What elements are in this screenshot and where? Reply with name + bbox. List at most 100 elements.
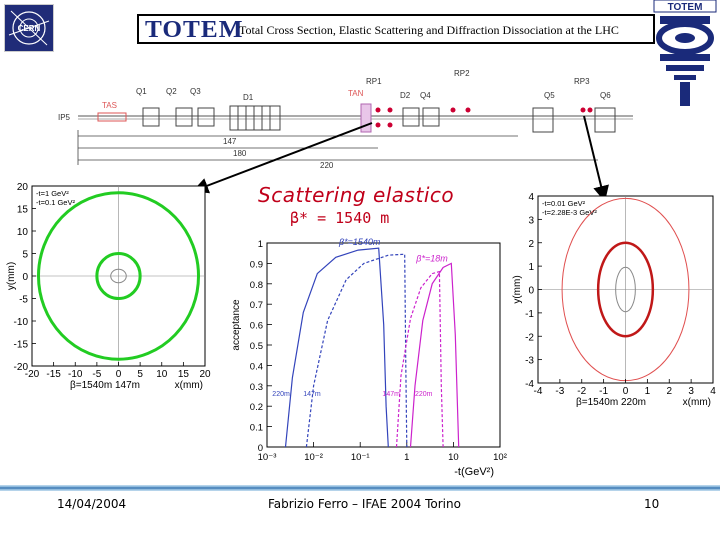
x-tick-label: -2 bbox=[577, 386, 586, 397]
acceptance-plot: 0 0.1 0.2 0.3 0.4 0.5 0.6 0.7 0.8 0.9 1 10⁻³ 10⁻² 10⁻… bbox=[231, 237, 507, 478]
label-d1: D1 bbox=[243, 93, 254, 102]
y-tick-label: -5 bbox=[19, 295, 28, 306]
y-tick-label: 0.1 bbox=[250, 423, 263, 434]
slide-title: Scattering elastico bbox=[258, 183, 455, 207]
label-tas: TAS bbox=[102, 101, 117, 110]
x-axis-label: x(mm) bbox=[683, 397, 711, 408]
legend-entry: -t=0.1 GeV² bbox=[36, 198, 75, 207]
beamline-diagram: IP5 Q1 Q2 Q3 TAS D1 TAN D2 Q4 Q5 Q6 RP1 … bbox=[58, 70, 633, 170]
series-label-3: 220m bbox=[415, 391, 433, 398]
y-tick-label: 0 bbox=[528, 286, 534, 297]
totem-logo: TOTEM bbox=[653, 0, 717, 106]
y-tick-label: 0.8 bbox=[250, 280, 263, 291]
x-tick-label: 0 bbox=[623, 386, 629, 397]
y-tick-label: -1 bbox=[525, 309, 534, 320]
y-tick-label: 0.6 bbox=[250, 321, 263, 332]
label-rp3: RP3 bbox=[574, 77, 590, 86]
series-line-1 bbox=[305, 253, 408, 448]
series-label-2: 147m bbox=[382, 391, 400, 398]
distance-180: 180 bbox=[233, 149, 247, 158]
page-number: 10 bbox=[644, 497, 660, 511]
y-tick-label: 3 bbox=[528, 215, 534, 226]
x-tick-label: 10 bbox=[156, 369, 168, 380]
label-q6: Q6 bbox=[600, 91, 611, 100]
footer-date: 14/04/2004 bbox=[57, 497, 127, 511]
x-tick-label: -15 bbox=[46, 369, 61, 380]
right-hitmap-plot: -4 -3 -2 -1 0 1 2 3 4 4 3 2 1 0 -1 -2 -3 -4 y(mm) x(mm) β=15… bbox=[512, 192, 716, 408]
beamline-ip-label: IP5 bbox=[58, 113, 71, 122]
ring-2 bbox=[615, 266, 636, 313]
y-tick-label: 0.3 bbox=[250, 382, 263, 393]
x-axis-label: x(mm) bbox=[175, 380, 203, 391]
left-hitmap-plot: -20 -15 -10 -5 0 5 10 15 20 20 15 10 5 0 -5 -10 -15 -20 y(… bbox=[6, 182, 211, 391]
y-axis-label: acceptance bbox=[231, 299, 242, 351]
x-tick-label: -3 bbox=[555, 386, 564, 397]
y-tick-label: 0 bbox=[258, 443, 263, 454]
x-tick-label: 2 bbox=[666, 386, 672, 397]
y-tick-label: -10 bbox=[14, 317, 29, 328]
beta-label: β* = 1540 m bbox=[290, 209, 390, 227]
y-tick-label: 1 bbox=[528, 262, 534, 273]
legend-entry: -t=1 GeV² bbox=[36, 189, 69, 198]
ring-1 bbox=[596, 241, 655, 338]
ring-0 bbox=[36, 191, 201, 361]
label-q4: Q4 bbox=[420, 91, 431, 100]
x-tick-label: 5 bbox=[137, 369, 143, 380]
x-tick-label: -4 bbox=[534, 386, 543, 397]
y-tick-label: 2 bbox=[528, 239, 534, 250]
y-axis-label: y(mm) bbox=[6, 262, 17, 290]
distance-220: 220 bbox=[320, 161, 334, 170]
x-tick-label: 1 bbox=[645, 386, 651, 397]
plot-frame bbox=[266, 242, 501, 448]
series-label-1: 147m bbox=[303, 391, 321, 398]
totem-wordmark: TOTEM bbox=[145, 17, 244, 43]
series-line-0 bbox=[284, 247, 389, 448]
x-tick-label: 10⁻³ bbox=[258, 452, 277, 463]
footer-divider bbox=[0, 485, 720, 491]
x-tick-label: 3 bbox=[688, 386, 694, 397]
label-q3: Q3 bbox=[190, 87, 201, 96]
y-tick-label: -20 bbox=[14, 362, 29, 373]
x-tick-label: -10 bbox=[68, 369, 83, 380]
totem-logo-text: TOTEM bbox=[668, 2, 703, 13]
y-tick-label: 0.9 bbox=[250, 259, 263, 270]
y-tick-label: 0.7 bbox=[250, 300, 263, 311]
label-d2: D2 bbox=[400, 91, 411, 100]
cern-logo-text: CERN bbox=[18, 24, 41, 33]
annotation-beta1540: β*=1540m bbox=[338, 237, 381, 247]
ring-2 bbox=[110, 268, 127, 284]
label-rp1: RP1 bbox=[366, 77, 382, 86]
x-tick-label: 10⁻¹ bbox=[351, 452, 370, 463]
x-tick-label: -20 bbox=[25, 369, 40, 380]
label-q2: Q2 bbox=[166, 87, 177, 96]
x-tick-label: 4 bbox=[710, 386, 716, 397]
x-tick-label: -1 bbox=[599, 386, 608, 397]
distance-147: 147 bbox=[223, 137, 237, 146]
x-tick-label: 10 bbox=[448, 452, 459, 463]
legend-entry: -t=0.01 GeV² bbox=[542, 199, 586, 208]
plot-footnote: β=1540m 220m bbox=[576, 397, 646, 408]
x-tick-label: 0 bbox=[116, 369, 122, 380]
x-tick-label: 10² bbox=[493, 452, 507, 463]
footer-author: Fabrizio Ferro – IFAE 2004 Torino bbox=[268, 497, 461, 511]
x-tick-label: 15 bbox=[178, 369, 190, 380]
y-tick-label: -4 bbox=[525, 379, 534, 390]
series-line-2 bbox=[395, 270, 444, 448]
x-tick-label: 20 bbox=[199, 369, 211, 380]
label-rp2: RP2 bbox=[454, 70, 470, 78]
series-label-0: 220m bbox=[272, 391, 290, 398]
plot-footnote: β=1540m 147m bbox=[70, 380, 140, 391]
cern-logo: CERN bbox=[4, 4, 54, 52]
series-line-3 bbox=[409, 262, 460, 448]
label-tan: TAN bbox=[348, 89, 364, 98]
label-q1: Q1 bbox=[136, 87, 147, 96]
y-tick-label: 0.5 bbox=[250, 341, 263, 352]
x-tick-label: 10⁻² bbox=[304, 452, 323, 463]
y-tick-label: -3 bbox=[525, 356, 534, 367]
x-tick-label: -5 bbox=[92, 369, 101, 380]
y-tick-label: -15 bbox=[14, 340, 29, 351]
y-tick-label: 4 bbox=[528, 192, 534, 203]
y-tick-label: 15 bbox=[17, 205, 29, 216]
label-q5: Q5 bbox=[544, 91, 555, 100]
x-axis-label: -t(GeV²) bbox=[454, 466, 494, 478]
